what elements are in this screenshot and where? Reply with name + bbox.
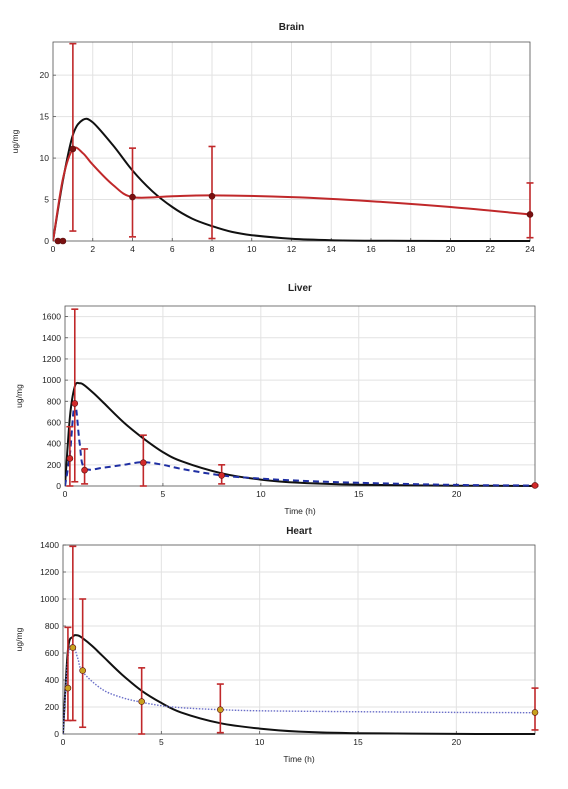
x-tick-label: 8 bbox=[210, 244, 215, 254]
y-tick-label: 10 bbox=[40, 153, 50, 163]
fit-curve bbox=[65, 402, 535, 487]
y-tick-label: 0 bbox=[44, 236, 49, 246]
x-tick-label: 4 bbox=[130, 244, 135, 254]
x-tick-label: 18 bbox=[406, 244, 416, 254]
x-tick-label: 10 bbox=[256, 489, 266, 499]
data-point bbox=[138, 698, 145, 705]
data-point bbox=[79, 667, 86, 674]
y-tick-label: 1400 bbox=[42, 333, 61, 343]
y-axis-label: ug/mg bbox=[14, 627, 24, 651]
data-point bbox=[208, 192, 216, 200]
x-tick-label: 0 bbox=[63, 489, 68, 499]
y-axis-label: ug/mg bbox=[14, 384, 24, 408]
x-tick-label: 14 bbox=[327, 244, 337, 254]
data-point bbox=[531, 709, 539, 716]
model-curve bbox=[65, 381, 535, 487]
y-tick-label: 1400 bbox=[40, 540, 59, 550]
y-tick-label: 400 bbox=[47, 439, 61, 449]
x-tick-label: 0 bbox=[51, 244, 56, 254]
chart-title: Brain bbox=[279, 22, 305, 33]
data-point bbox=[59, 237, 67, 245]
x-tick-label: 12 bbox=[287, 244, 297, 254]
chart-title: Heart bbox=[286, 526, 312, 537]
y-tick-label: 600 bbox=[47, 417, 61, 427]
series-group bbox=[63, 634, 535, 735]
x-tick-label: 6 bbox=[170, 244, 175, 254]
plot-frame bbox=[64, 305, 536, 487]
data-point bbox=[531, 482, 539, 489]
x-tick-label: 20 bbox=[452, 737, 462, 747]
y-tick-label: 600 bbox=[45, 648, 59, 658]
y-tick-label: 800 bbox=[47, 396, 61, 406]
y-tick-label: 200 bbox=[47, 460, 61, 470]
x-tick-label: 22 bbox=[486, 244, 496, 254]
x-axis-label: Time (h) bbox=[283, 754, 314, 764]
y-tick-label: 0 bbox=[56, 481, 61, 491]
data-point bbox=[71, 400, 79, 407]
chart-title: Liver bbox=[288, 283, 312, 294]
data-point bbox=[218, 472, 225, 479]
y-tick-label: 400 bbox=[45, 675, 59, 685]
x-tick-label: 10 bbox=[247, 244, 257, 254]
model-curve bbox=[53, 117, 530, 242]
x-tick-label: 0 bbox=[61, 737, 66, 747]
x-tick-label: 2 bbox=[90, 244, 95, 254]
y-tick-label: 0 bbox=[54, 729, 59, 739]
data-point bbox=[64, 684, 72, 692]
brain-chart: Brain02468101214161820222405101520Time (… bbox=[10, 22, 535, 254]
data-point bbox=[69, 644, 77, 651]
x-tick-label: 15 bbox=[354, 489, 364, 499]
y-tick-label: 1600 bbox=[42, 312, 61, 322]
series-group bbox=[65, 381, 535, 487]
plot-frame bbox=[62, 544, 536, 735]
x-tick-label: 5 bbox=[159, 737, 164, 747]
fit-curve bbox=[63, 644, 535, 735]
data-point bbox=[69, 145, 77, 153]
x-tick-label: 15 bbox=[353, 737, 363, 747]
y-tick-label: 5 bbox=[44, 195, 49, 205]
y-tick-label: 1000 bbox=[42, 375, 61, 385]
data-point bbox=[81, 466, 88, 474]
x-axis-label: Time (h) bbox=[284, 506, 315, 516]
y-tick-label: 200 bbox=[45, 702, 59, 712]
y-tick-label: 1000 bbox=[40, 594, 59, 604]
data-point bbox=[217, 706, 224, 713]
x-tick-label: 24 bbox=[525, 244, 535, 254]
x-tick-label: 10 bbox=[255, 737, 265, 747]
y-tick-label: 20 bbox=[40, 70, 50, 80]
y-tick-label: 1200 bbox=[40, 567, 59, 577]
y-tick-label: 1200 bbox=[42, 354, 61, 364]
y-axis-label: ug/mg bbox=[10, 129, 20, 153]
data-point bbox=[66, 455, 74, 462]
x-tick-label: 20 bbox=[446, 244, 456, 254]
x-tick-label: 20 bbox=[452, 489, 462, 499]
model-curve bbox=[63, 634, 535, 735]
data-point bbox=[140, 459, 147, 467]
x-tick-label: 5 bbox=[161, 489, 166, 499]
x-tick-label: 16 bbox=[366, 244, 376, 254]
y-tick-label: 800 bbox=[45, 621, 59, 631]
y-tick-label: 15 bbox=[40, 112, 50, 122]
data-point bbox=[129, 193, 136, 201]
data-point bbox=[526, 211, 534, 218]
